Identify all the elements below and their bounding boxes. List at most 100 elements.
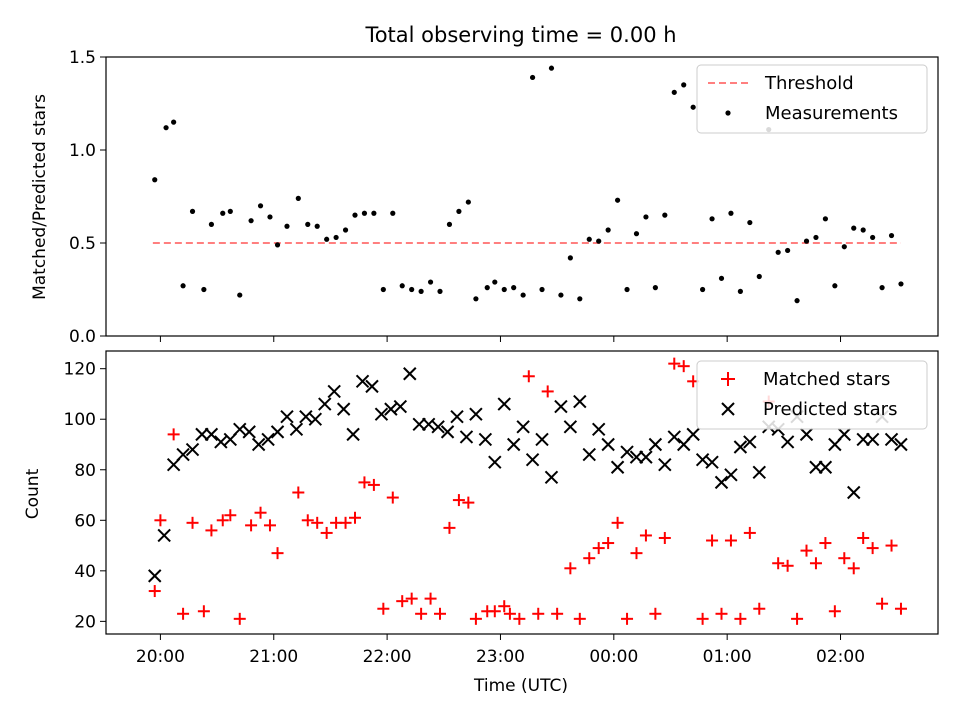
- measurement-point: [851, 225, 857, 231]
- predicted-star-marker: [308, 412, 323, 426]
- predicted-star-marker: [251, 437, 266, 452]
- measurement-point: [700, 286, 706, 293]
- measurement-point: [643, 214, 649, 220]
- predicted-star-marker: [648, 437, 663, 452]
- matched-star-marker: [522, 370, 535, 383]
- predicted-star-marker: [336, 402, 351, 416]
- measurement-point: [371, 210, 377, 216]
- measurement-point: [747, 219, 753, 226]
- measurement-point: [577, 296, 583, 302]
- matched-star-marker: [592, 542, 605, 555]
- measurement-point: [558, 292, 564, 298]
- measurement-point: [465, 199, 471, 205]
- matched-star-marker: [753, 602, 766, 615]
- matched-star-marker: [828, 605, 841, 618]
- top-y-tick-label: 0.5: [69, 234, 96, 254]
- measurement-point: [305, 221, 311, 227]
- measurement-point: [189, 208, 196, 214]
- predicted-star-marker: [856, 432, 870, 447]
- measurement-point: [418, 288, 424, 294]
- matched-star-marker: [434, 607, 447, 620]
- predicted-star-marker: [204, 427, 219, 442]
- matched-star-marker: [513, 612, 526, 625]
- measurement-point: [201, 286, 207, 293]
- measurement-point: [681, 82, 687, 88]
- matched-star-marker: [800, 544, 813, 557]
- measurement-point: [794, 298, 800, 304]
- matched-star-marker: [245, 519, 258, 532]
- measurement-point: [484, 285, 490, 291]
- matched-star-marker: [424, 592, 437, 605]
- matched-star-marker: [866, 542, 879, 555]
- matched-star-marker: [809, 557, 822, 570]
- bottom-plot-frame: [105, 350, 939, 635]
- measurement-point: [333, 234, 339, 241]
- predicted-star-marker: [686, 427, 700, 442]
- matched-star-marker: [885, 539, 898, 552]
- measurement-point: [737, 288, 743, 294]
- predicted-star-marker: [620, 445, 634, 459]
- matched-star-marker: [706, 534, 719, 547]
- matched-star-marker: [443, 521, 456, 534]
- measurement-point: [492, 279, 498, 285]
- predicted-star-marker: [554, 399, 568, 414]
- predicted-legend-swatch: [721, 402, 735, 416]
- matched-star-marker: [621, 612, 634, 625]
- bottom-y-tick-label: 100: [64, 410, 96, 430]
- predicted-star-marker: [629, 450, 644, 464]
- count-panel: Count Time (UTC) 20 40 60 80 100 120 20:00 21:…: [23, 350, 939, 696]
- matched-star-marker: [339, 516, 352, 529]
- matched-star-marker: [469, 612, 482, 625]
- matched-star-marker: [292, 486, 305, 499]
- predicted-star-marker: [157, 528, 171, 543]
- matched-star-marker: [677, 360, 690, 373]
- matched-star-marker: [254, 506, 267, 519]
- matched-star-marker: [148, 585, 161, 598]
- matched-star-marker: [551, 607, 564, 620]
- predicted-star-marker: [289, 422, 304, 437]
- matched-star-marker: [611, 516, 624, 529]
- measurement-point: [671, 89, 677, 95]
- matched-star-marker: [224, 509, 237, 522]
- bottom-y-axis-label: Count: [23, 468, 43, 519]
- predicted-star-marker: [658, 457, 672, 472]
- measurement-point: [832, 283, 838, 289]
- matched-star-marker: [602, 537, 615, 550]
- measurement-point: [342, 227, 349, 233]
- matched-star-marker: [301, 514, 314, 527]
- measurement-point: [813, 234, 819, 241]
- matched-star-marker: [781, 559, 794, 572]
- measurement-point: [171, 119, 177, 125]
- measurement-point: [274, 242, 281, 248]
- measurement-point: [324, 236, 330, 242]
- predicted-star-marker: [610, 460, 625, 474]
- predicted-star-marker: [403, 367, 417, 381]
- measurement-point: [501, 286, 507, 293]
- matched-star-marker: [396, 595, 409, 608]
- predicted-star-marker: [469, 407, 483, 421]
- matched-star-marker: [715, 607, 728, 620]
- predicted-star-marker: [412, 417, 426, 431]
- predicted-star-marker: [516, 420, 530, 434]
- predicted-star-marker: [327, 384, 341, 399]
- matched-star-marker: [197, 605, 210, 618]
- matched-star-marker: [658, 531, 671, 544]
- matched-stars-points: [148, 357, 907, 625]
- predicted-star-marker: [525, 452, 540, 467]
- measurement-point: [352, 212, 358, 218]
- measurement-point: [409, 286, 415, 293]
- measurement-point: [314, 223, 320, 229]
- measurement-point: [284, 223, 290, 229]
- top-plot-frame: [105, 56, 939, 337]
- x-tick-label: 20:00: [136, 647, 185, 667]
- x-axis-label: Time (UTC): [473, 676, 568, 696]
- measurement-point: [662, 212, 668, 218]
- predicted-star-marker: [393, 399, 408, 414]
- predicted-legend-label: Predicted stars: [763, 399, 897, 420]
- measurement-point: [567, 255, 573, 261]
- measurements-legend-label: Measurements: [765, 103, 898, 124]
- bottom-y-axis: 20 40 60 80 100 120: [64, 360, 106, 632]
- top-legend: Threshold Measurements: [696, 64, 928, 134]
- predicted-star-marker: [195, 427, 209, 442]
- measurement-point: [473, 296, 479, 302]
